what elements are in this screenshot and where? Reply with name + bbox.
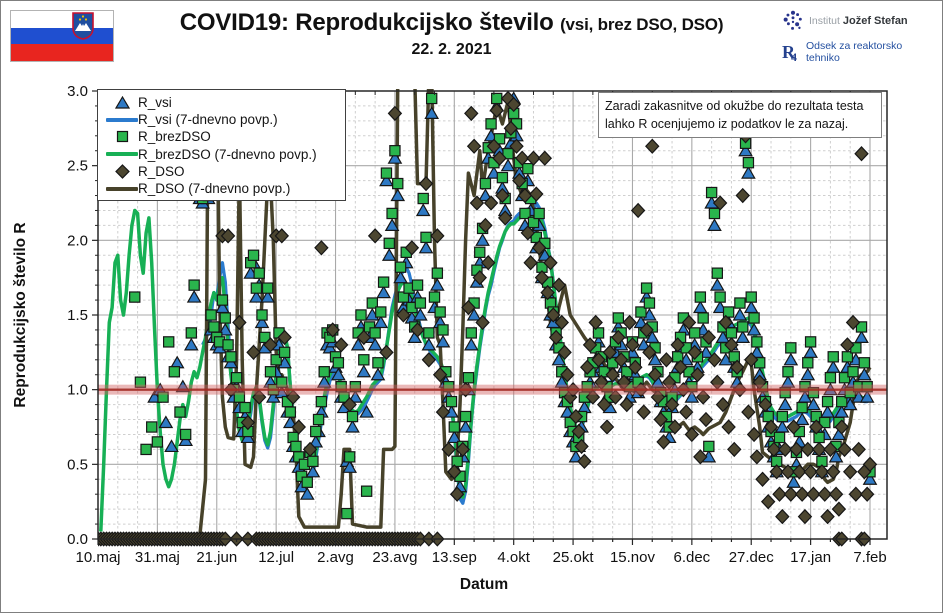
legend-item-r-dso-avg: R_DSO (7-dnevno povp.) [106, 180, 339, 197]
legend-label: R_vsi [138, 95, 172, 111]
legend-item-r-vsi: R_vsi [106, 94, 339, 111]
x-tick-label: 13.sep [432, 549, 477, 566]
x-tick-label: 10.maj [75, 549, 120, 566]
square-marker-icon [106, 130, 138, 143]
y-tick-label: 2.5 [67, 158, 88, 175]
x-tick-label: 12.jul [258, 549, 294, 566]
institute-name: Jožef Stefan [842, 15, 908, 27]
x-axis-title: Datum [460, 576, 508, 593]
y-tick-label: 1.0 [67, 382, 88, 399]
x-tick-label: 31.maj [135, 549, 180, 566]
header: COVID19: Reprodukcijsko število (vsi, br… [1, 1, 942, 81]
dark-line-icon [106, 186, 138, 191]
x-tick-label: 6.dec [673, 549, 710, 566]
y-tick-label: 0.0 [67, 531, 88, 548]
x-tick-label: 21.jun [196, 549, 237, 566]
blue-line-icon [106, 117, 138, 122]
title-paren: (vsi, brez DSO, DSO) [560, 15, 724, 34]
x-tick-label: 17.jan [790, 549, 831, 566]
title-block: COVID19: Reprodukcijsko število (vsi, br… [121, 9, 782, 59]
legend-label: R_brezDSO (7-dnevno povp.) [138, 146, 317, 162]
y-axis-title: Reprodukcijsko število R [12, 222, 29, 407]
legend-item-r-brezdso-avg: R_brezDSO (7-dnevno povp.) [106, 146, 339, 163]
flag-red-stripe [11, 44, 113, 61]
threshold-line-r1 [98, 384, 887, 395]
coat-of-arms-icon [72, 12, 94, 40]
chart-legend: R_vsi R_vsi (7-dnevno povp.) R_brezDSO R… [97, 89, 346, 202]
slovenia-flag [10, 10, 114, 62]
page-title: COVID19: Reprodukcijsko število (vsi, br… [121, 9, 782, 37]
legend-item-r-vsi-avg: R_vsi (7-dnevno povp.) [106, 111, 339, 128]
legend-item-r-dso: R_DSO [106, 163, 339, 180]
legend-item-r-brezdso: R_brezDSO [106, 128, 339, 145]
y-tick-label: 3.0 [67, 83, 88, 100]
legend-label: R_brezDSO [138, 129, 211, 145]
legend-label: R_DSO [138, 163, 185, 179]
x-tick-label: 7.feb [853, 549, 886, 566]
legend-label: R_vsi (7-dnevno povp.) [138, 112, 278, 128]
department-name: Odsek za reaktorsko tehniko [805, 40, 903, 64]
legend-label: R_DSO (7-dnevno povp.) [138, 181, 291, 197]
delay-note: Zaradi zakasnitve od okužbe do rezultata… [598, 92, 882, 139]
triangle-marker-icon [106, 96, 138, 109]
y-tick-label: 0.5 [67, 456, 88, 473]
green-line-icon [106, 152, 138, 157]
x-tick-label: 23.avg [372, 549, 417, 566]
x-tick-label: 15.nov [610, 549, 656, 566]
institute-prefix: Institut [809, 15, 840, 27]
y-tick-label: 2.0 [67, 232, 88, 249]
x-tick-label: 25.okt [553, 549, 595, 566]
report-date: 22. 2. 2021 [411, 41, 492, 58]
ijs-dots-icon [783, 10, 802, 30]
x-tick-label: 4.okt [497, 549, 530, 566]
x-tick-label: 27.dec [729, 549, 775, 566]
institute-row: Institut Jožef Stefan [782, 9, 932, 33]
axis-labels: 0.0 0.5 1.0 1.5 2.0 2.5 3.0 10.maj 31.maj 21.jun 1… [12, 83, 887, 593]
diamond-marker-icon [106, 163, 138, 179]
y-tick-label: 1.5 [67, 307, 88, 324]
daily-markers [98, 90, 878, 547]
title-main: COVID19: Reprodukcijsko število [179, 9, 554, 36]
x-tick-label: 2.avg [317, 549, 354, 566]
